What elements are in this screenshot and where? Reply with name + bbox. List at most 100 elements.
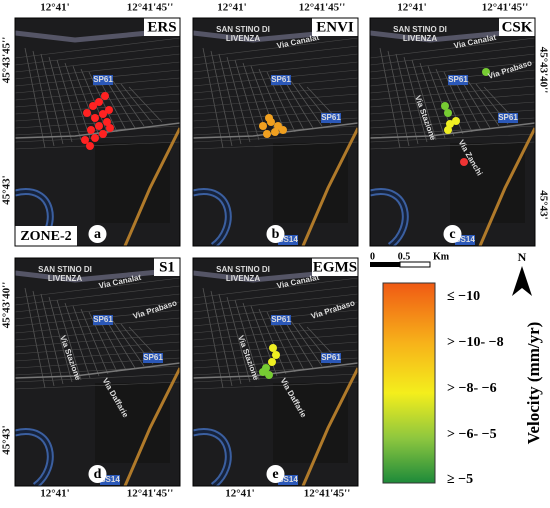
river — [193, 430, 230, 486]
ps-point — [265, 371, 273, 379]
street — [112, 320, 145, 367]
road-shield — [448, 75, 468, 85]
street — [193, 93, 358, 108]
road-label: SP61 — [321, 113, 341, 122]
street — [370, 141, 535, 150]
field — [273, 143, 348, 223]
ps-point — [95, 122, 103, 130]
street — [370, 37, 535, 59]
street — [370, 101, 535, 115]
ps-point — [99, 110, 107, 118]
road — [15, 362, 180, 379]
street — [128, 86, 163, 123]
street — [15, 101, 180, 115]
street — [459, 77, 491, 129]
panel-name: EGMS — [313, 259, 357, 275]
panel-letter-badge — [266, 225, 285, 243]
street — [193, 141, 358, 150]
ps-point — [460, 158, 468, 166]
road-shield — [321, 113, 341, 123]
ps-point — [89, 102, 97, 110]
panel-name-box — [312, 258, 358, 276]
street — [15, 293, 180, 313]
legend-class: > −10- −8 — [447, 335, 504, 350]
map-panel: SP61 — [15, 18, 180, 246]
town-label: LIVENZA — [403, 34, 437, 43]
street — [193, 133, 358, 143]
ps-point — [87, 126, 95, 134]
street — [370, 45, 535, 66]
street — [193, 373, 358, 383]
panel-letter-badge — [443, 225, 462, 243]
river — [193, 190, 230, 246]
street — [193, 61, 358, 80]
road-label: SP61 — [143, 353, 163, 362]
scale-label: 0 — [370, 251, 375, 262]
right-coordinate: 45°43' — [537, 190, 549, 219]
panel-border — [14, 257, 181, 487]
panel-name: S1 — [159, 259, 175, 275]
panel-letter-badge — [266, 465, 285, 483]
road-label: SS14 — [278, 235, 298, 244]
road-label: SS14 — [278, 475, 298, 484]
street — [56, 59, 82, 141]
street — [56, 299, 82, 381]
street — [210, 50, 233, 147]
street — [112, 80, 145, 127]
road-label: SS14 — [100, 475, 120, 484]
road — [370, 122, 535, 139]
street — [193, 333, 358, 348]
street — [15, 37, 180, 59]
top-coordinate: 12°41'45'' — [482, 2, 529, 14]
street — [15, 341, 180, 355]
street — [193, 101, 358, 115]
street — [15, 141, 180, 150]
street — [370, 85, 535, 101]
road-shield — [278, 475, 298, 485]
street — [104, 77, 136, 129]
street — [290, 80, 323, 127]
road-label: SP61 — [321, 353, 341, 362]
left-coordinate: 45°43'45'' — [1, 37, 13, 84]
street — [234, 299, 260, 381]
legend-color-bar — [382, 282, 436, 484]
top-coordinate: 12°41'45'' — [299, 2, 346, 14]
street — [193, 325, 358, 341]
road-shield — [278, 235, 298, 245]
street — [411, 59, 437, 141]
right-coordinate: 45°43'40'' — [537, 47, 549, 94]
ps-point — [86, 142, 94, 150]
street — [104, 317, 136, 369]
street — [48, 56, 73, 143]
road — [193, 362, 358, 379]
north-arrow — [512, 266, 532, 296]
road-shield — [321, 353, 341, 363]
street — [370, 77, 535, 94]
street — [24, 47, 46, 149]
road-shield — [271, 315, 291, 325]
street — [193, 365, 358, 376]
legend-class: > −8- −6 — [447, 381, 497, 396]
ps-point — [91, 114, 99, 122]
street — [32, 290, 55, 387]
road-shield — [455, 235, 475, 245]
street — [72, 305, 100, 377]
town-label: LIVENZA — [226, 274, 260, 283]
field — [273, 383, 348, 463]
ps-point — [83, 109, 91, 117]
top-coordinate: 12°41' — [40, 2, 69, 14]
road-label: SP61 — [498, 113, 518, 122]
panel-name-box — [499, 18, 535, 36]
panel-name-box — [144, 18, 180, 36]
ps-point — [106, 124, 114, 132]
street — [282, 77, 314, 129]
street — [15, 373, 180, 383]
ps-point — [101, 92, 109, 100]
street — [15, 277, 180, 299]
street — [370, 93, 535, 108]
road-shield — [93, 315, 113, 325]
zone-label: ZONE-2 — [20, 229, 71, 244]
road-shield — [498, 113, 518, 123]
